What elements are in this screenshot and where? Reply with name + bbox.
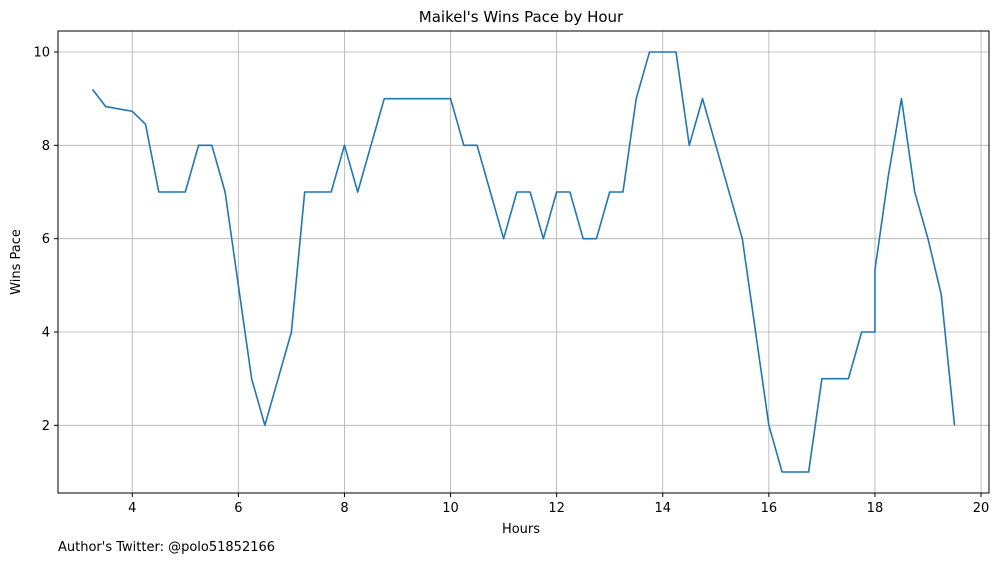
- plot-frame: [57, 30, 990, 494]
- x-tick-label: 12: [548, 501, 565, 516]
- x-tick-label: 20: [973, 501, 990, 516]
- x-tick-label: 18: [867, 501, 884, 516]
- x-tick-label: 14: [654, 501, 671, 516]
- x-tick-label: 8: [340, 501, 348, 516]
- grid-lines: [58, 31, 989, 493]
- y-tick-label: 6: [42, 232, 50, 247]
- y-tick-label: 8: [42, 139, 50, 154]
- x-tick-label: 6: [234, 501, 242, 516]
- x-tick-label: 4: [128, 501, 136, 516]
- y-tick-label: 2: [42, 419, 50, 434]
- series-line: [91, 51, 956, 473]
- plot-area: [91, 51, 956, 473]
- axis-ticks: 4 6 8 10 12 14 16 18 20 2 4 6 8 10: [33, 46, 989, 517]
- x-tick-label: 16: [761, 501, 778, 516]
- y-tick-label: 4: [42, 326, 50, 341]
- author-credit: Author's Twitter: @polo51852166: [58, 540, 275, 555]
- chart-title: Maikel's Wins Pace by Hour: [419, 8, 624, 26]
- x-tick-label: 10: [442, 501, 459, 516]
- x-axis-label: Hours: [502, 522, 540, 537]
- y-tick-label: 10: [33, 46, 50, 61]
- y-axis-label: Wins Pace: [9, 229, 24, 295]
